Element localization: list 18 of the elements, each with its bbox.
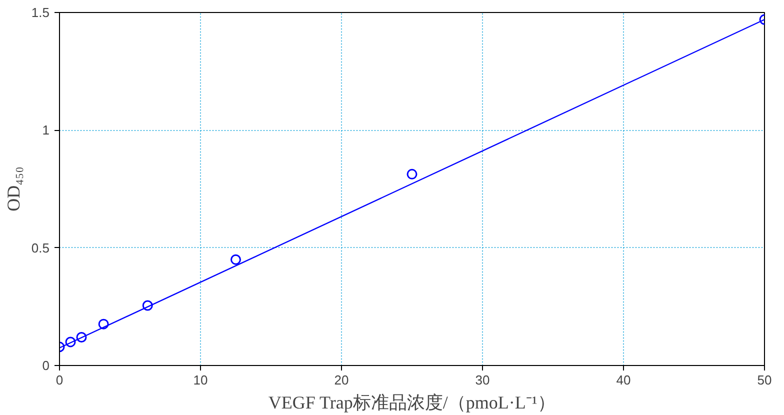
x-tick-label: 50	[757, 372, 772, 388]
point	[142, 300, 153, 311]
y-tick-label: 1.5	[31, 5, 50, 20]
x-tick-label: 40	[616, 372, 631, 388]
y-axis-title: OD₄₅₀	[3, 166, 24, 212]
point	[98, 318, 109, 330]
y-tick-label: 1	[42, 122, 50, 138]
x-tick-label: 20	[334, 372, 349, 388]
x-tick-label: 10	[193, 372, 208, 388]
x-tick-label: 30	[475, 372, 490, 388]
point	[406, 168, 418, 180]
y-tick-label: 0	[42, 358, 50, 373]
point	[230, 254, 241, 265]
x-axis-title: VEGF Trap标准品浓度/（pmoL·L⁻¹）	[268, 392, 556, 412]
point	[65, 336, 76, 348]
y-tick-label: 0.5	[31, 240, 50, 256]
point	[76, 332, 87, 342]
x-tick-label: 0	[56, 372, 64, 388]
